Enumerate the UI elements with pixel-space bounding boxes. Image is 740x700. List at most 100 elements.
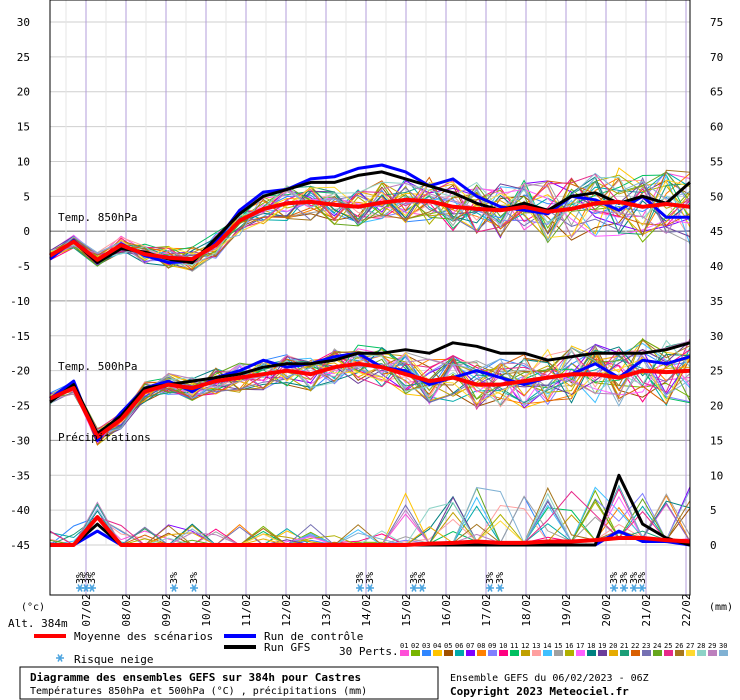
left-tick-label: -15 xyxy=(10,330,30,343)
snowflake-center xyxy=(640,586,644,590)
snowflake-icon xyxy=(88,584,96,592)
plot-frame xyxy=(49,0,691,596)
snowflake-center xyxy=(192,586,196,590)
right-tick-label: 20 xyxy=(710,400,723,413)
x-tick-label: 14/02 xyxy=(360,593,373,626)
member-number: 01 xyxy=(400,642,408,650)
member-color-swatch xyxy=(653,650,662,656)
label-t500: Temp. 500hPa xyxy=(58,360,137,373)
legend-gfs: Run GFS xyxy=(264,641,310,654)
left-tick-label: 25 xyxy=(17,51,30,64)
snowflake-icon xyxy=(638,584,646,592)
left-tick-label: 5 xyxy=(23,190,30,203)
right-tick-label: 45 xyxy=(710,225,723,238)
footer-run-info: Ensemble GEFS du 06/02/2023 - 06Z xyxy=(450,673,649,684)
member-number: 10 xyxy=(499,642,507,650)
member-number: 23 xyxy=(642,642,650,650)
series-line-t850 xyxy=(49,163,690,265)
member-number: 29 xyxy=(708,642,716,650)
member-color-swatch xyxy=(565,650,574,656)
member-color-swatch xyxy=(631,650,640,656)
member-color-swatch xyxy=(664,650,673,656)
snowflake-icon xyxy=(356,584,364,592)
snowflake-center xyxy=(90,586,94,590)
x-tick-label: 09/02 xyxy=(160,593,173,626)
member-color-legend: 01 02 03 04 05 06 07 08 09 10 11 12 13 14 15 16 17 18 19 20… xyxy=(400,642,728,656)
snowflake-icon xyxy=(56,654,64,662)
snowflake-center xyxy=(58,656,62,660)
right-tick-label: 55 xyxy=(710,155,723,168)
left-tick-label: -45 xyxy=(10,539,30,552)
x-tick-label: 22/02 xyxy=(680,593,693,626)
snowflake-center xyxy=(488,586,492,590)
series-line-t850 xyxy=(48,197,691,262)
snow-risk-label: 3% xyxy=(609,572,620,584)
member-number: 22 xyxy=(631,642,639,650)
series-line-t500 xyxy=(49,361,691,439)
right-unit: (mm) xyxy=(709,602,733,613)
left-tick-label: 20 xyxy=(17,86,30,99)
footer-box xyxy=(19,666,439,700)
footer-subtitle: Températures 850hPa et 500hPa (°C) , pré… xyxy=(30,685,367,697)
right-tick-label: 70 xyxy=(710,51,723,64)
member-color-swatch xyxy=(576,650,585,656)
legend: Moyenne des scénarios Run de contrôle Ru… xyxy=(34,630,728,666)
snowflake-icon xyxy=(410,584,418,592)
snow-risk-label: 3% xyxy=(169,572,180,584)
snowflake-center xyxy=(632,586,636,590)
snowflake-icon xyxy=(496,584,504,592)
snow-risk-label: 3% xyxy=(189,572,200,584)
member-color-swatch xyxy=(455,650,464,656)
snowflake-center xyxy=(622,586,626,590)
member-color-swatch xyxy=(609,650,618,656)
right-tick-label: 10 xyxy=(710,469,723,482)
right-tick-label: 35 xyxy=(710,295,723,308)
right-tick-label: 15 xyxy=(710,434,723,447)
snow-risk-label: 3% xyxy=(81,572,92,584)
right-tick-label: 50 xyxy=(710,190,723,203)
member-number: 02 xyxy=(411,642,419,650)
member-number: 08 xyxy=(477,642,485,650)
member-color-swatch xyxy=(675,650,684,656)
snowflake-icon xyxy=(366,584,374,592)
snowflake-icon xyxy=(486,584,494,592)
x-tick-label: 08/02 xyxy=(120,593,133,626)
snowflake-center xyxy=(368,586,372,590)
snow-risk-label: 3% xyxy=(637,572,648,584)
snowflake-icon xyxy=(418,584,426,592)
right-tick-label: 65 xyxy=(710,86,723,99)
member-number: 06 xyxy=(455,642,463,650)
member-color-swatch xyxy=(499,650,508,656)
right-tick-label: 0 xyxy=(710,539,717,552)
x-tick-label: 19/02 xyxy=(560,593,573,626)
snow-risk-label: 3% xyxy=(619,572,630,584)
member-color-swatch xyxy=(400,650,409,656)
member-color-swatch xyxy=(642,650,651,656)
member-number: 28 xyxy=(697,642,705,650)
right-tick-label: 60 xyxy=(710,121,723,134)
snowflake-icon xyxy=(630,584,638,592)
snowflake-icon xyxy=(170,584,178,592)
legend-snow: Risque neige xyxy=(74,653,153,666)
x-tick-label: 11/02 xyxy=(240,593,253,626)
snow-risk-label: 3% xyxy=(495,572,506,584)
member-color-swatch xyxy=(422,650,431,656)
member-number: 15 xyxy=(554,642,562,650)
member-color-swatch xyxy=(433,650,442,656)
member-number: 11 xyxy=(510,642,518,650)
x-tick-label: 07/02 xyxy=(80,593,93,626)
left-tick-label: 10 xyxy=(17,155,30,168)
member-color-swatch xyxy=(620,650,629,656)
x-tick-label: 16/02 xyxy=(440,593,453,626)
left-tick-label: 0 xyxy=(23,225,30,238)
legend-perts: 30 Perts. xyxy=(339,645,399,658)
chart-grid xyxy=(50,0,690,595)
snowflake-center xyxy=(84,586,88,590)
x-tick-label: 21/02 xyxy=(640,593,653,626)
member-number: 20 xyxy=(609,642,617,650)
right-tick-label: 75 xyxy=(710,16,723,29)
snow-risk-label: 3% xyxy=(409,572,420,584)
snowflake-center xyxy=(498,586,502,590)
member-color-swatch xyxy=(411,650,420,656)
member-line xyxy=(49,179,691,265)
